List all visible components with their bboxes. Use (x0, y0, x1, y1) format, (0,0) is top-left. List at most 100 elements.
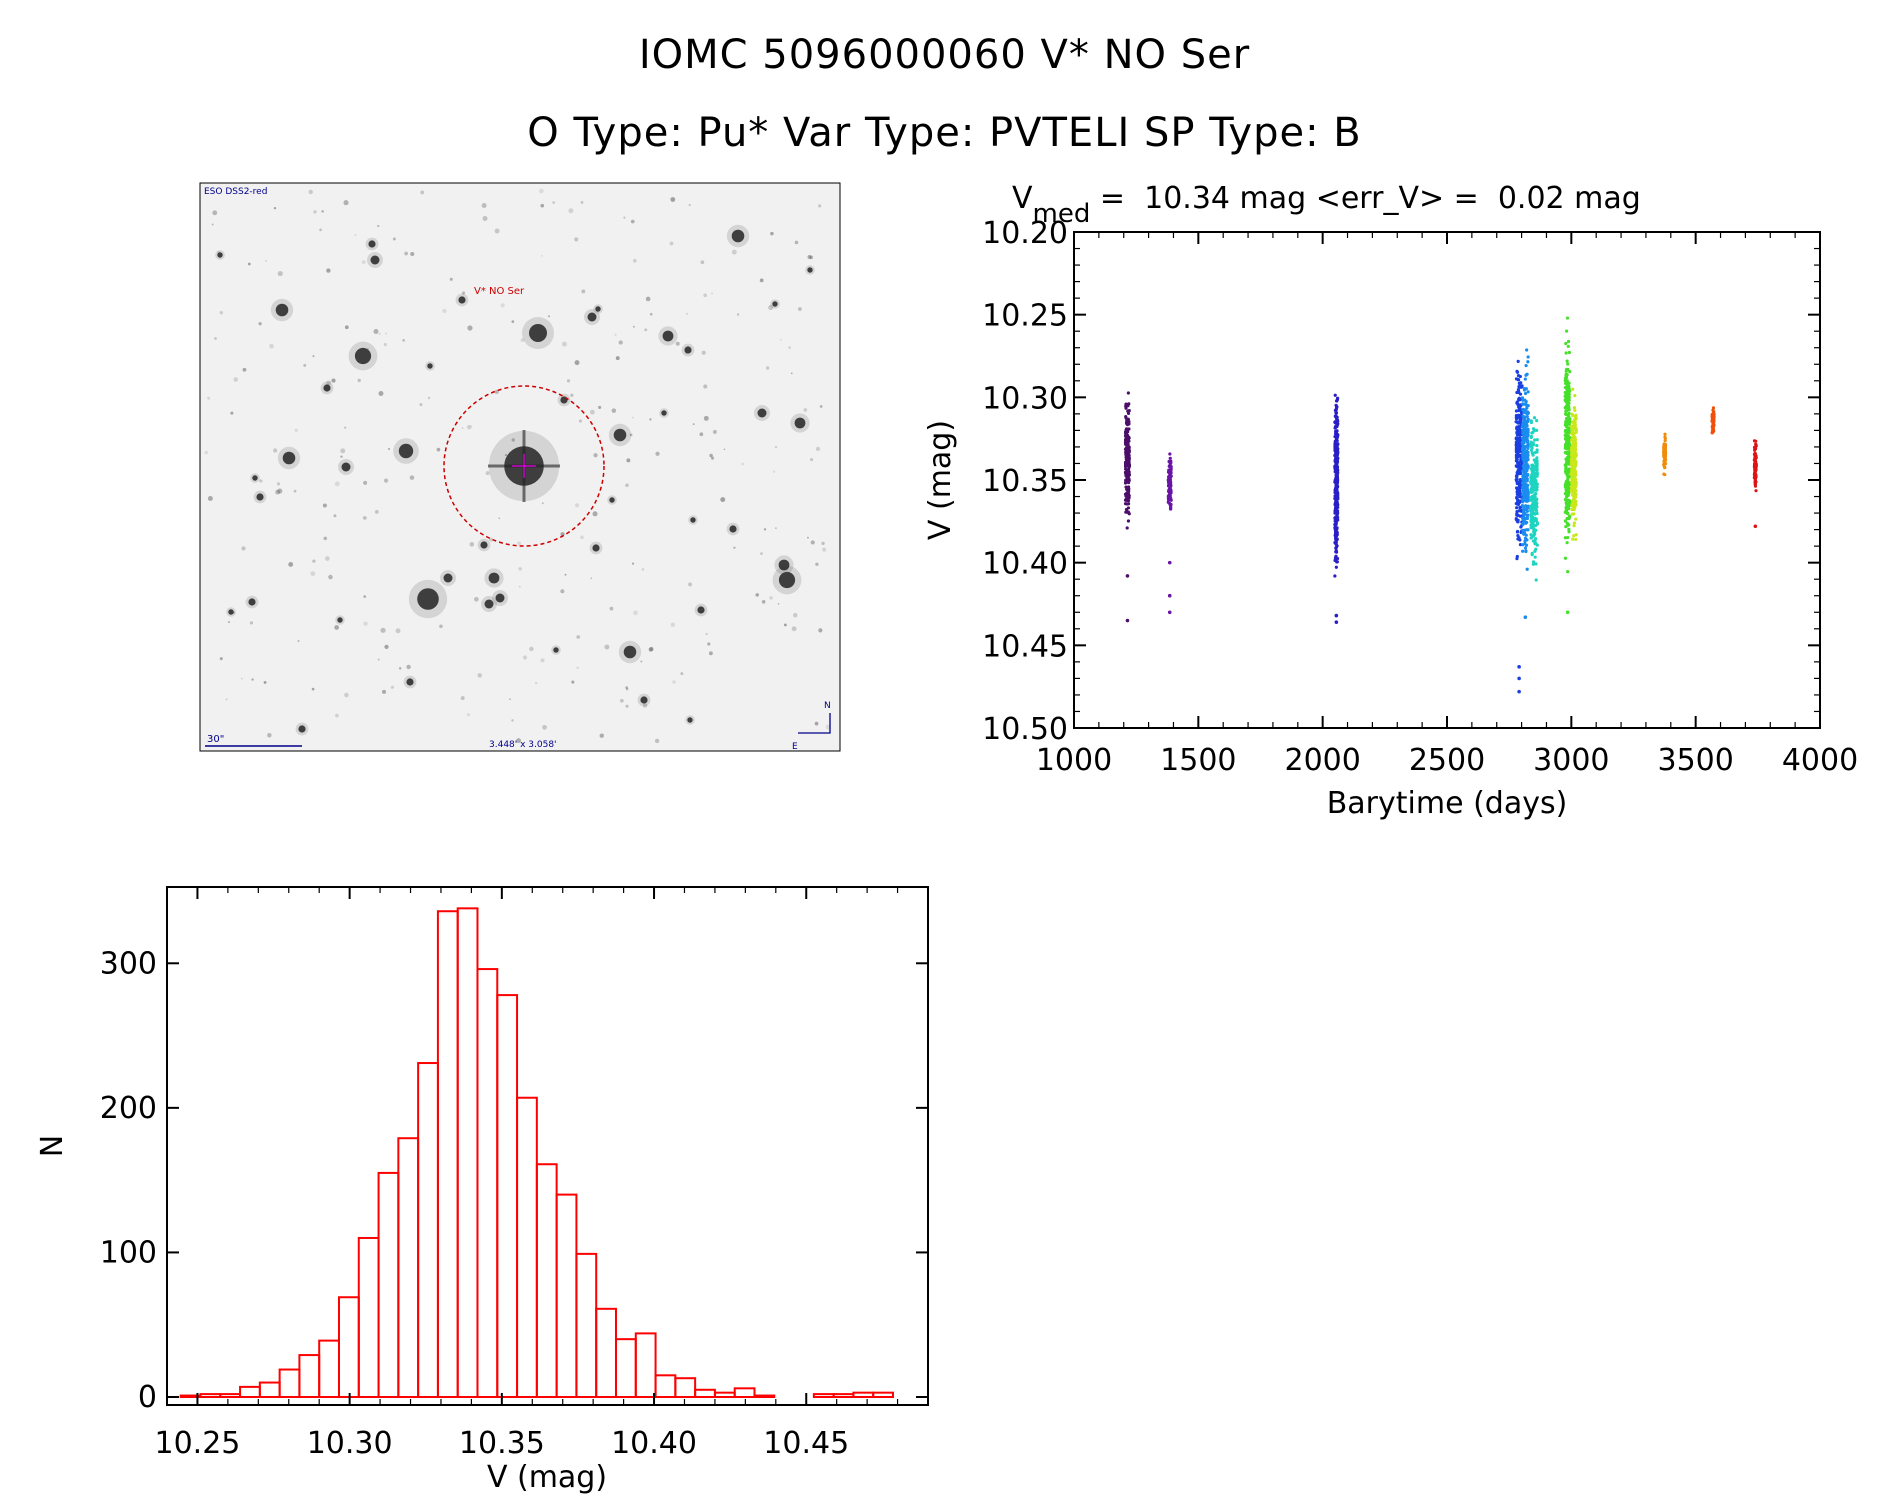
finder-faint-star (409, 475, 415, 480)
finder-star (731, 229, 745, 243)
lc-point-epoch9 (1662, 459, 1666, 463)
lc-point-epoch5 (1521, 408, 1525, 412)
lc-point-epoch8 (1570, 473, 1574, 477)
lc-point-epoch7 (1566, 344, 1570, 348)
finder-star (807, 267, 813, 273)
lc-point-epoch5 (1521, 464, 1525, 468)
finder-star (794, 417, 806, 429)
lc-ytick-label: 10.45 (982, 629, 1068, 664)
lc-point-epoch6 (1534, 578, 1538, 582)
finder-faint-star (819, 405, 823, 408)
finder-star (298, 725, 306, 733)
finder-faint-star (536, 467, 541, 472)
lc-point-epoch5 (1522, 447, 1527, 451)
lc-point-epoch8 (1569, 438, 1574, 442)
lc-point-epoch5 (1524, 373, 1528, 377)
lc-point-epoch8 (1572, 452, 1576, 456)
lc-point-epoch8 (1572, 473, 1576, 477)
lc-point-epoch11 (1753, 482, 1757, 486)
lc-point-epoch4 (1517, 405, 1521, 409)
finder-target-label: V* NO Ser (474, 286, 525, 297)
finder-faint-star (614, 333, 617, 336)
lc-point-epoch7 (1565, 471, 1569, 475)
hist-bar (357, 1236, 380, 1398)
finder-faint-star (398, 667, 402, 670)
lc-point-epoch3 (1334, 523, 1338, 527)
finder-faint-star (326, 268, 331, 273)
lc-point-epoch5 (1524, 549, 1528, 554)
finder-star (341, 462, 351, 472)
lc-xtick-label: 1000 (1036, 743, 1112, 778)
lc-point-epoch5 (1525, 433, 1530, 437)
lc-outlier-epoch2 (1167, 610, 1172, 615)
lc-point-epoch7 (1563, 385, 1568, 390)
lc-point-epoch7 (1566, 339, 1571, 344)
finder-faint-star (705, 632, 708, 636)
hist-bar (239, 1385, 261, 1399)
lc-point-epoch11 (1754, 475, 1758, 480)
finder-faint-star (794, 240, 799, 245)
lc-point-epoch4 (1516, 402, 1520, 406)
lc-outlier-epoch1 (1125, 618, 1130, 623)
lc-point-epoch7 (1568, 420, 1572, 424)
finder-faint-star (241, 677, 243, 680)
finder-faint-star (323, 536, 328, 541)
lc-point-epoch6 (1534, 498, 1538, 502)
lc-point-epoch6 (1532, 488, 1536, 492)
lc-point-epoch9 (1663, 432, 1667, 436)
finder-star (354, 347, 372, 365)
finder-faint-star (387, 447, 391, 451)
finder-star-halo (215, 250, 225, 260)
lc-point-epoch9 (1663, 446, 1667, 450)
lc-point-epoch1 (1124, 467, 1128, 471)
plot-title-line2: O Type: Pu* Var Type: PVTELI SP Type: B (527, 110, 1362, 156)
lc-point-epoch5 (1521, 522, 1525, 527)
lc-point-epoch8 (1573, 393, 1577, 398)
lc-point-epoch3 (1333, 526, 1337, 530)
finder-faint-star (775, 446, 777, 448)
lc-point-epoch3 (1335, 445, 1339, 449)
lc-point-epoch5 (1520, 396, 1525, 400)
lc-point-epoch4 (1518, 374, 1522, 379)
lc-point-epoch6 (1533, 501, 1537, 505)
finder-faint-star (712, 429, 717, 434)
hist-bar (199, 1393, 222, 1398)
lc-point-epoch7 (1565, 474, 1569, 478)
lc-xtick-label: 4000 (1782, 743, 1858, 778)
finder-star-halo (245, 595, 259, 609)
finder-faint-star (685, 312, 689, 315)
lc-point-epoch4 (1518, 543, 1523, 547)
lc-point-epoch9 (1662, 462, 1666, 467)
finder-faint-star (580, 535, 584, 540)
lc-point-epoch4 (1517, 378, 1521, 382)
lc-point-epoch4 (1516, 390, 1520, 394)
lc-point-epoch4 (1518, 416, 1522, 420)
lc-point-epoch7 (1563, 485, 1568, 489)
lc-point-epoch4 (1515, 477, 1519, 482)
finder-star (757, 408, 767, 418)
lc-point-epoch6 (1533, 492, 1537, 496)
finder-faint-star (777, 602, 780, 605)
lc-point-epoch8 (1573, 408, 1577, 413)
finder-faint-star (354, 234, 357, 236)
finder-faint-star (733, 546, 736, 549)
lc-point-epoch5 (1521, 439, 1525, 443)
lc-point-epoch7 (1566, 404, 1570, 408)
lc-point-epoch1 (1126, 519, 1131, 523)
lc-point-epoch2 (1169, 474, 1173, 478)
lc-point-epoch6 (1535, 438, 1539, 442)
lc-point-epoch6 (1535, 456, 1539, 460)
hist-bar (337, 1296, 360, 1399)
finder-faint-star (467, 325, 473, 331)
finder-faint-star (649, 646, 654, 652)
lc-point-epoch4 (1517, 408, 1521, 413)
finder-stars (204, 188, 831, 744)
lc-point-epoch11 (1753, 447, 1758, 451)
finder-faint-star (609, 606, 614, 611)
lc-point-epoch1 (1126, 445, 1130, 449)
finder-faint-star (460, 696, 465, 701)
lc-point-epoch6 (1530, 551, 1534, 555)
finder-faint-star (520, 338, 525, 343)
finder-faint-star (466, 713, 471, 717)
finder-faint-star (380, 627, 386, 633)
